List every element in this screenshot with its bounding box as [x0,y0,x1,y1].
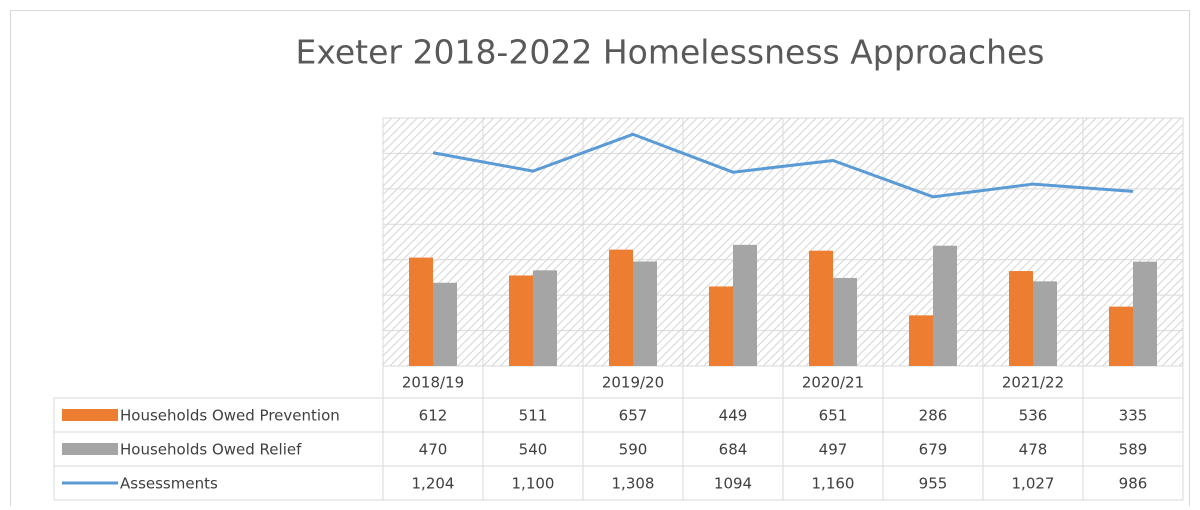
data-label: 612 [419,407,448,425]
data-label: 1094 [714,475,752,493]
data-label: 286 [919,407,948,425]
data-label: 449 [719,407,748,425]
data-label: 1,308 [612,475,655,493]
data-label: 540 [519,441,548,459]
bar [1009,271,1033,366]
data-label: 497 [819,441,848,459]
bar [1109,306,1133,366]
bar [1133,261,1157,366]
bar [409,257,433,366]
category-label: 2020/21 [802,374,864,392]
data-label: 335 [1119,407,1148,425]
category-label: 2018/19 [402,374,464,392]
line [432,132,1134,199]
category-label: 2019/20 [602,374,664,392]
legend-label: Assessments [120,475,218,493]
bar [833,277,857,366]
bar [509,275,533,366]
data-label: 1,160 [812,475,855,493]
bar [633,261,657,366]
data-label: 684 [719,441,748,459]
data-label: 651 [819,407,848,425]
data-label: 589 [1119,441,1148,459]
bar [733,244,757,366]
bar [933,245,957,366]
bar [609,249,633,366]
data-label: 986 [1119,475,1148,493]
data-label: 470 [419,441,448,459]
bar [909,315,933,366]
bar [433,282,457,366]
data-label: 1,027 [1012,475,1055,493]
data-label: 657 [619,407,648,425]
data-label: 590 [619,441,648,459]
data-label: 955 [919,475,948,493]
data-label: 679 [919,441,948,459]
bar [709,286,733,366]
bar [533,270,557,366]
legend-label: Households Owed Relief [120,441,302,459]
data-label: 511 [519,407,548,425]
data-label: 478 [1019,441,1048,459]
bar [809,250,833,366]
chart-title: Exeter 2018-2022 Homelessness Approaches [295,33,1044,72]
legend-key [62,443,118,455]
data-label: 536 [1019,407,1048,425]
data-label: 1,100 [512,475,555,493]
bar [1033,281,1057,366]
legend-label: Households Owed Prevention [120,407,340,425]
data-label: 1,204 [412,475,455,493]
category-label: 2021/22 [1002,374,1064,392]
legend-key [62,409,118,421]
